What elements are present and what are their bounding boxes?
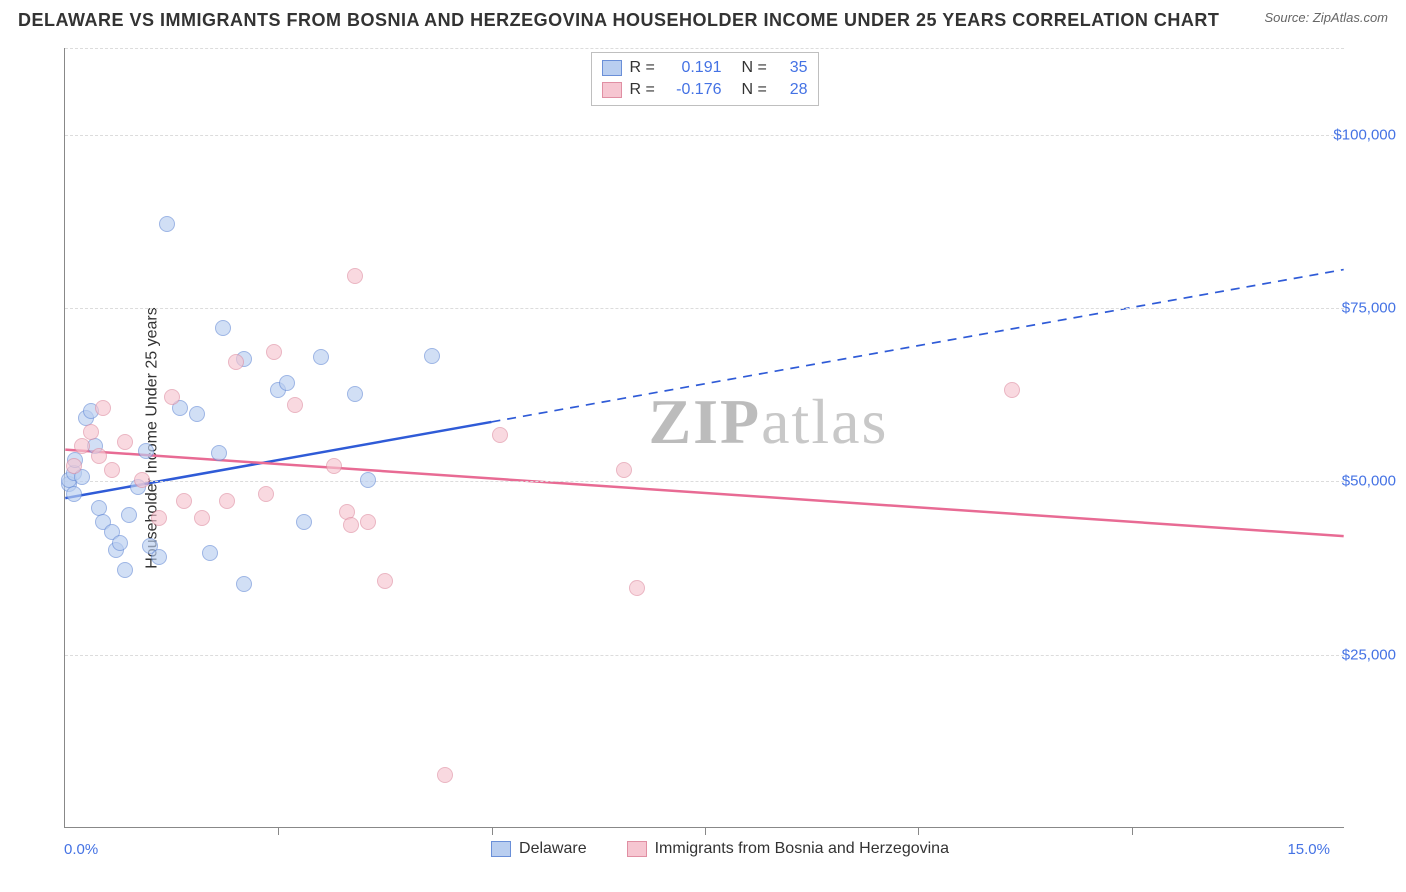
data-point [202, 545, 218, 561]
x-tick [705, 827, 706, 835]
data-point [95, 400, 111, 416]
trend-lines [65, 48, 1344, 827]
stat-n-value: 35 [778, 59, 808, 77]
x-tick [1132, 827, 1133, 835]
data-point [104, 462, 120, 478]
data-point [296, 514, 312, 530]
data-point [66, 486, 82, 502]
y-tick-label: $50,000 [1342, 473, 1396, 490]
data-point [215, 320, 231, 336]
y-tick-label: $100,000 [1333, 126, 1396, 143]
data-point [138, 443, 154, 459]
gridline [65, 481, 1344, 482]
data-point [1004, 382, 1020, 398]
data-point [74, 438, 90, 454]
gridline [65, 655, 1344, 656]
data-point [117, 434, 133, 450]
data-point [91, 448, 107, 464]
data-point [228, 354, 244, 370]
stats-row: R = 0.191 N = 35 [602, 57, 808, 79]
data-point [164, 389, 180, 405]
data-point [424, 348, 440, 364]
data-point [258, 486, 274, 502]
stat-r-value: -0.176 [666, 81, 722, 99]
x-tick [278, 827, 279, 835]
gridline [65, 48, 1344, 49]
data-point [151, 510, 167, 526]
swatch-icon [627, 841, 647, 857]
data-point [360, 514, 376, 530]
series-legend: Delaware Immigrants from Bosnia and Herze… [50, 840, 1390, 858]
data-point [616, 462, 632, 478]
data-point [219, 493, 235, 509]
watermark: ZIPatlas [648, 385, 888, 459]
data-point [287, 397, 303, 413]
stat-r-value: 0.191 [666, 59, 722, 77]
swatch-icon [491, 841, 511, 857]
data-point [279, 375, 295, 391]
stats-row: R = -0.176 N = 28 [602, 79, 808, 101]
legend-item: Immigrants from Bosnia and Herzegovina [627, 840, 949, 858]
stat-label: N = [742, 81, 770, 99]
legend-label: Immigrants from Bosnia and Herzegovina [655, 840, 949, 858]
stat-label: N = [742, 59, 770, 77]
data-point [194, 510, 210, 526]
data-point [266, 344, 282, 360]
stat-label: R = [630, 59, 658, 77]
stat-n-value: 28 [778, 81, 808, 99]
data-point [66, 458, 82, 474]
data-point [117, 562, 133, 578]
data-point [343, 517, 359, 533]
gridline [65, 135, 1344, 136]
trendline-dashed [491, 270, 1343, 422]
data-point [134, 472, 150, 488]
y-tick-label: $75,000 [1342, 300, 1396, 317]
data-point [492, 427, 508, 443]
data-point [176, 493, 192, 509]
data-point [236, 576, 252, 592]
data-point [347, 268, 363, 284]
legend-label: Delaware [519, 840, 587, 858]
stat-label: R = [630, 81, 658, 99]
data-point [360, 472, 376, 488]
plot-area: ZIPatlas R =0.191N =35R =-0.176N =28 $25… [64, 48, 1344, 828]
data-point [112, 535, 128, 551]
data-point [326, 458, 342, 474]
chart-container: Householder Income Under 25 years ZIPatl… [50, 48, 1390, 828]
data-point [151, 549, 167, 565]
data-point [121, 507, 137, 523]
chart-title: DELAWARE VS IMMIGRANTS FROM BOSNIA AND H… [18, 10, 1219, 31]
y-tick-label: $25,000 [1342, 646, 1396, 663]
source-label: Source: ZipAtlas.com [1264, 10, 1388, 25]
data-point [629, 580, 645, 596]
data-point [437, 767, 453, 783]
x-tick [492, 827, 493, 835]
data-point [83, 424, 99, 440]
data-point [189, 406, 205, 422]
data-point [159, 216, 175, 232]
legend-item: Delaware [491, 840, 587, 858]
data-point [211, 445, 227, 461]
x-tick [918, 827, 919, 835]
stats-legend-box: R = 0.191 N = 35 R = -0.176 N = 28 [591, 52, 819, 106]
swatch-icon [602, 60, 622, 76]
data-point [347, 386, 363, 402]
data-point [377, 573, 393, 589]
gridline [65, 308, 1344, 309]
swatch-icon [602, 82, 622, 98]
data-point [313, 349, 329, 365]
